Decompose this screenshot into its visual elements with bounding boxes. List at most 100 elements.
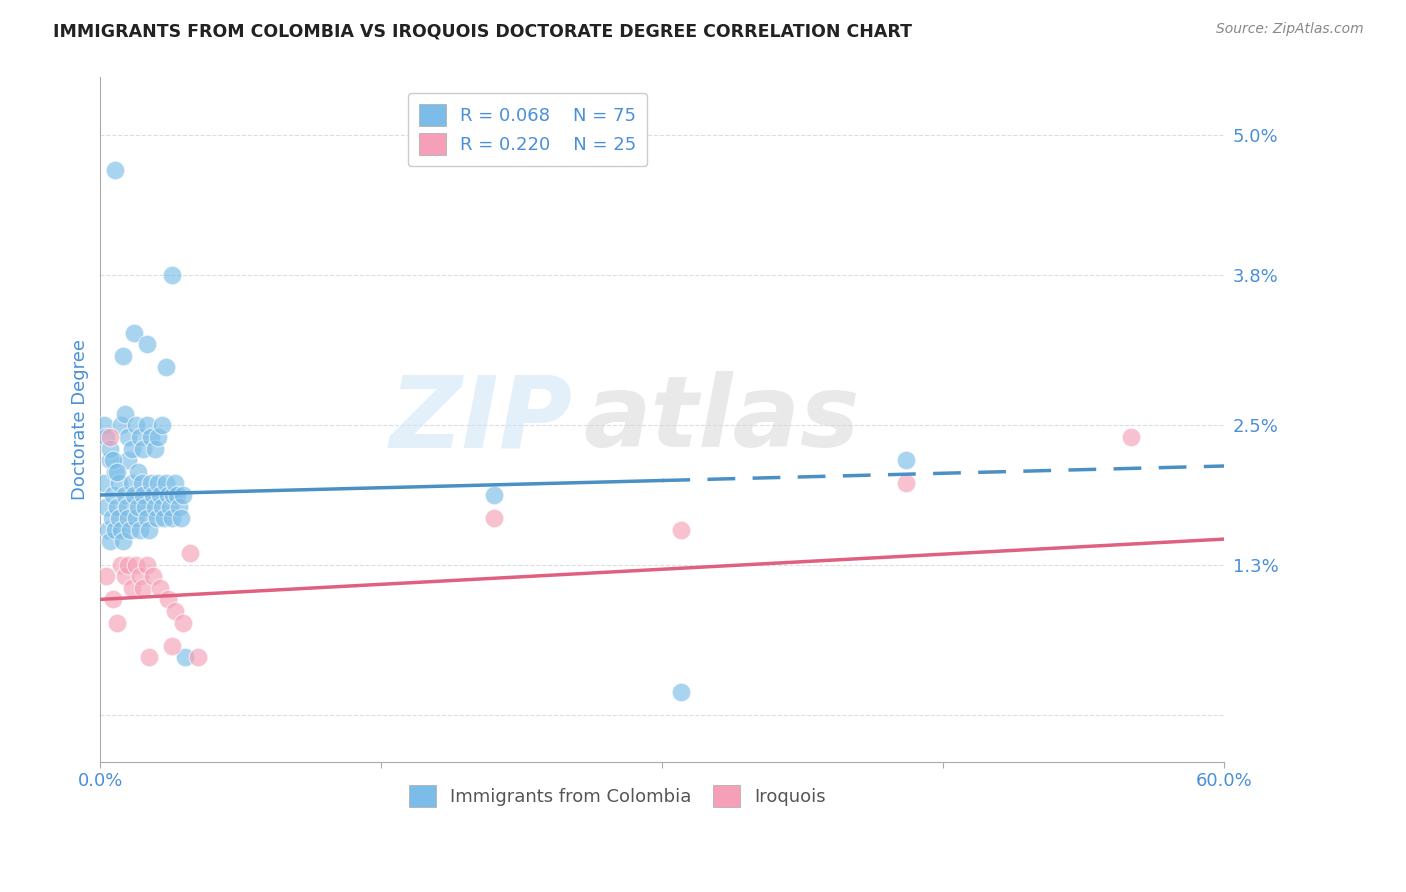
Point: [156, 488, 179, 502]
Point: [139, 430, 162, 444]
Point: [98, 442, 121, 456]
Point: [155, 360, 177, 375]
Point: [150, 500, 173, 514]
Point: [128, 523, 150, 537]
Point: [94, 500, 117, 514]
Point: [111, 349, 134, 363]
Point: [121, 581, 143, 595]
Point: [136, 511, 159, 525]
Point: [100, 511, 122, 525]
Point: [138, 523, 160, 537]
Point: [117, 558, 139, 572]
Point: [482, 511, 505, 525]
Point: [93, 476, 115, 491]
Point: [162, 488, 184, 502]
Point: [97, 523, 120, 537]
Point: [894, 453, 917, 467]
Point: [160, 639, 183, 653]
Point: [132, 581, 155, 595]
Text: IMMIGRANTS FROM COLOMBIA VS IROQUOIS DOCTORATE DEGREE CORRELATION CHART: IMMIGRANTS FROM COLOMBIA VS IROQUOIS DOC…: [53, 22, 912, 40]
Point: [110, 418, 132, 433]
Point: [149, 581, 172, 595]
Point: [136, 337, 159, 351]
Point: [136, 558, 159, 572]
Point: [117, 453, 139, 467]
Point: [153, 511, 176, 525]
Point: [894, 476, 917, 491]
Point: [149, 488, 172, 502]
Point: [160, 268, 183, 282]
Y-axis label: Doctorate Degree: Doctorate Degree: [72, 339, 89, 500]
Point: [1119, 430, 1142, 444]
Point: [669, 523, 692, 537]
Point: [108, 476, 131, 491]
Point: [121, 442, 143, 456]
Point: [127, 465, 149, 479]
Point: [117, 511, 139, 525]
Point: [111, 534, 134, 549]
Point: [132, 442, 155, 456]
Point: [98, 430, 121, 444]
Text: Source: ZipAtlas.com: Source: ZipAtlas.com: [1216, 22, 1364, 37]
Point: [669, 685, 692, 699]
Point: [105, 615, 128, 630]
Point: [155, 476, 177, 491]
Point: [122, 326, 145, 340]
Point: [143, 442, 166, 456]
Point: [166, 488, 188, 502]
Point: [150, 418, 173, 433]
Point: [94, 569, 117, 583]
Point: [138, 650, 160, 665]
Point: [187, 650, 209, 665]
Point: [125, 558, 148, 572]
Point: [159, 500, 181, 514]
Point: [170, 511, 193, 525]
Point: [105, 500, 128, 514]
Point: [165, 476, 187, 491]
Point: [136, 418, 159, 433]
Point: [148, 476, 170, 491]
Point: [173, 650, 195, 665]
Point: [117, 430, 139, 444]
Point: [482, 488, 505, 502]
Point: [148, 430, 170, 444]
Point: [114, 407, 136, 421]
Point: [156, 592, 179, 607]
Legend: Immigrants from Colombia, Iroquois: Immigrants from Colombia, Iroquois: [401, 778, 834, 814]
Point: [104, 163, 127, 178]
Point: [108, 511, 131, 525]
Point: [103, 488, 125, 502]
Point: [132, 488, 155, 502]
Point: [110, 523, 132, 537]
Point: [127, 500, 149, 514]
Point: [98, 534, 121, 549]
Point: [145, 511, 167, 525]
Point: [172, 488, 194, 502]
Point: [110, 558, 132, 572]
Point: [103, 592, 125, 607]
Point: [172, 615, 194, 630]
Point: [114, 488, 136, 502]
Point: [160, 511, 183, 525]
Point: [179, 546, 201, 560]
Point: [139, 476, 162, 491]
Point: [120, 523, 142, 537]
Point: [104, 523, 127, 537]
Point: [122, 488, 145, 502]
Point: [105, 465, 128, 479]
Point: [125, 418, 148, 433]
Point: [115, 500, 138, 514]
Point: [142, 488, 165, 502]
Point: [128, 569, 150, 583]
Point: [125, 511, 148, 525]
Point: [93, 418, 115, 433]
Point: [98, 453, 121, 467]
Text: ZIP: ZIP: [389, 371, 572, 468]
Point: [128, 430, 150, 444]
Point: [121, 476, 143, 491]
Point: [94, 430, 117, 444]
Point: [131, 476, 153, 491]
Point: [114, 569, 136, 583]
Text: atlas: atlas: [583, 371, 860, 468]
Point: [103, 453, 125, 467]
